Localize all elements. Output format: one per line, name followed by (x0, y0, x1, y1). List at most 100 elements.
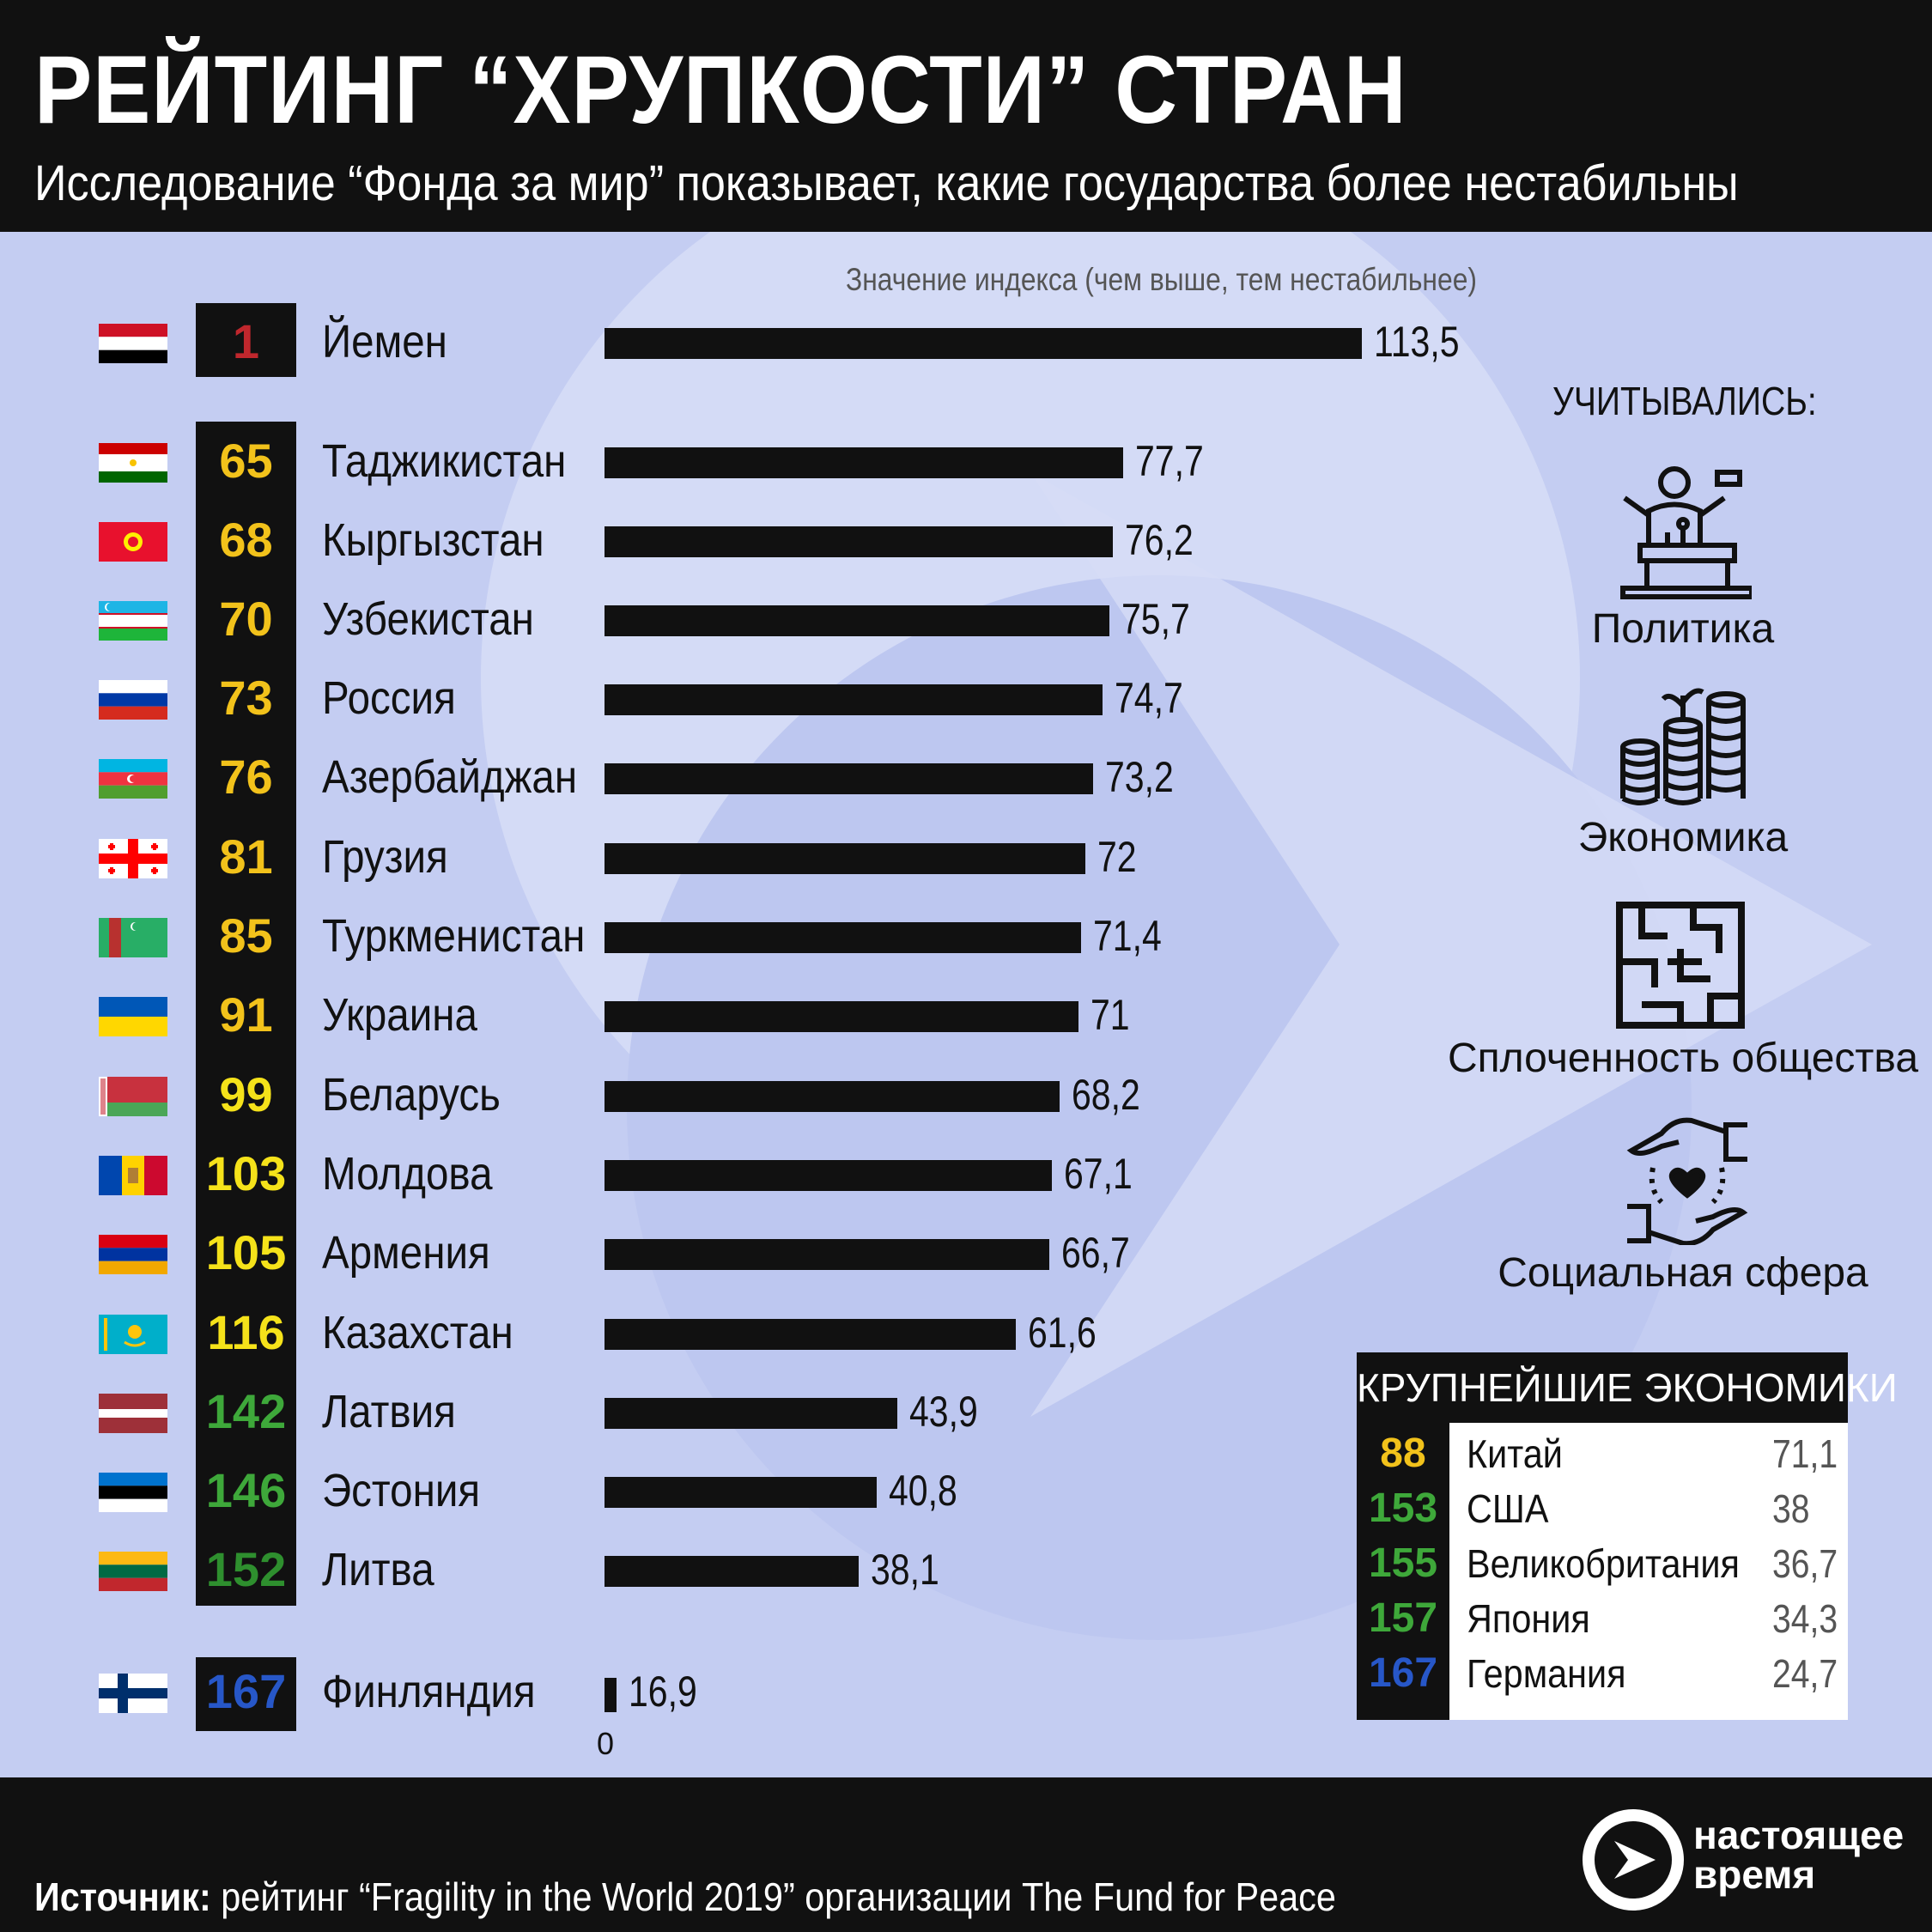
economy-country: Германия (1467, 1651, 1626, 1696)
footer-bar: Источник: рейтинг “Fragility in the Worl… (0, 1777, 1932, 1932)
yemen-flag (99, 324, 167, 363)
moldova-flag (99, 1156, 167, 1195)
economy-row: 88 Китай 71,1 (1357, 1426, 1848, 1481)
value-label: 68,2 (1071, 1071, 1140, 1119)
chart-row: 76 Азербайджан 73,2 (0, 743, 1546, 811)
value-label: 67,1 (1064, 1150, 1133, 1198)
chart-row: 65 Таджикистан 77,7 (0, 427, 1546, 495)
chart-row: 73 Россия 74,7 (0, 664, 1546, 732)
economy-row: 157 Япония 34,3 (1357, 1591, 1848, 1646)
bar (605, 447, 1123, 478)
economies-rank-column (1357, 1423, 1449, 1720)
politician-podium-icon (1620, 466, 1752, 599)
rank-label: 81 (219, 829, 273, 884)
russia-flag (99, 680, 167, 720)
maze-icon (1616, 902, 1745, 1029)
rank-label: 146 (205, 1463, 287, 1517)
value-label: 113,5 (1374, 318, 1460, 366)
chart-row: 103 Молдова 67,1 (0, 1139, 1546, 1208)
chart-row: 99 Беларусь 68,2 (0, 1060, 1546, 1129)
rank-label: 68 (219, 513, 273, 567)
value-label: 71 (1090, 991, 1130, 1039)
largest-economies-title: КРУПНЕЙШИЕ ЭКОНОМИКИ (1357, 1352, 1898, 1423)
country-label: Таджикистан (322, 435, 567, 487)
latvia-flag (99, 1394, 167, 1433)
economy-value: 34,3 (1772, 1596, 1838, 1641)
economy-row: 153 США 38 (1357, 1481, 1848, 1536)
bar (605, 1319, 1016, 1350)
rank-label: 76 (219, 750, 273, 804)
finland-flag (99, 1674, 167, 1713)
country-label: Литва (322, 1544, 434, 1595)
chart-row: 70 Узбекистан 75,7 (0, 585, 1546, 653)
country-label: Азербайджан (322, 751, 578, 803)
source-label: Источник: (34, 1874, 211, 1919)
economy-value: 36,7 (1772, 1541, 1838, 1586)
azerbaijan-flag (99, 759, 167, 799)
value-label: 61,6 (1027, 1309, 1097, 1357)
bar (605, 328, 1362, 359)
value-label: 77,7 (1134, 437, 1204, 485)
chart-row: 1 Йемен 113,5 (0, 307, 1546, 376)
value-label: 71,4 (1092, 912, 1162, 960)
chart-row: 68 Кыргызстан 76,2 (0, 506, 1546, 574)
country-label: Молдова (322, 1148, 493, 1200)
economy-rank: 155 (1368, 1540, 1438, 1586)
rank-label: 99 (219, 1067, 273, 1121)
country-label: Латвия (322, 1386, 456, 1437)
bar (605, 922, 1081, 953)
bar (605, 763, 1093, 794)
rank-label: 70 (219, 592, 273, 646)
country-label: Армения (322, 1227, 490, 1279)
bar (605, 1239, 1050, 1270)
chart-row: 142 Латвия 43,9 (0, 1377, 1546, 1446)
bar (605, 1160, 1053, 1191)
country-label: Туркменистан (322, 910, 586, 962)
rank-box-top (196, 303, 296, 377)
rank-label: 152 (205, 1542, 287, 1596)
page-title: РЕЙТИНГ “ХРУПКОСТИ” СТРАН (34, 36, 1407, 143)
factor-label-social: Социальная сфера (1498, 1250, 1868, 1296)
bar (605, 1398, 898, 1429)
rank-label: 65 (219, 434, 273, 488)
bar (605, 1678, 617, 1712)
factor-label-economy: Экономика (1577, 815, 1789, 860)
value-label: 74,7 (1115, 674, 1184, 722)
economy-rank: 167 (1368, 1650, 1438, 1696)
economy-country: Япония (1467, 1596, 1590, 1641)
rank-label: 103 (205, 1146, 287, 1200)
bar (605, 684, 1103, 715)
bar (605, 1081, 1060, 1112)
source-text: рейтинг “Fragility in the World 2019” ор… (210, 1874, 1336, 1919)
helping-hands-icon (1626, 1117, 1748, 1245)
economy-value: 24,7 (1772, 1651, 1838, 1696)
factor-label-politics: Политика (1591, 606, 1775, 652)
factor-label-cohesion: Сплоченность общества (1447, 1036, 1919, 1081)
factors-title: УЧИТЫВАЛИСЬ: (1552, 379, 1817, 423)
rank-label: 116 (207, 1305, 285, 1359)
value-label: 75,7 (1121, 595, 1191, 643)
brand-logo-line1: настоящее (1693, 1813, 1905, 1857)
uzbekistan-flag (99, 601, 167, 641)
bar (605, 605, 1110, 636)
chart-row: 152 Литва 38,1 (0, 1535, 1546, 1604)
belarus-flag (99, 1077, 167, 1116)
brand-logo-text: настоящее время (1693, 1815, 1904, 1894)
economy-rank: 153 (1368, 1485, 1438, 1531)
rank-label: 142 (205, 1384, 287, 1438)
economy-country: Китай (1467, 1431, 1563, 1476)
kazakhstan-flag (99, 1315, 167, 1354)
country-label: Узбекистан (322, 593, 534, 645)
bar (605, 1477, 878, 1508)
lithuania-flag (99, 1552, 167, 1591)
page-subtitle: Исследование “Фонда за мир” показывает, … (34, 155, 1739, 211)
rank-column (196, 422, 296, 1606)
brand-logo-icon (1583, 1809, 1684, 1911)
economy-rank: 88 (1380, 1431, 1426, 1476)
economy-row: 155 Великобритания 36,7 (1357, 1536, 1848, 1591)
rank-label: 1 (232, 314, 260, 368)
value-label: 72 (1097, 833, 1137, 881)
coin-stacks-icon (1620, 688, 1746, 805)
country-label: Беларусь (322, 1069, 501, 1121)
economy-country: США (1467, 1486, 1549, 1531)
